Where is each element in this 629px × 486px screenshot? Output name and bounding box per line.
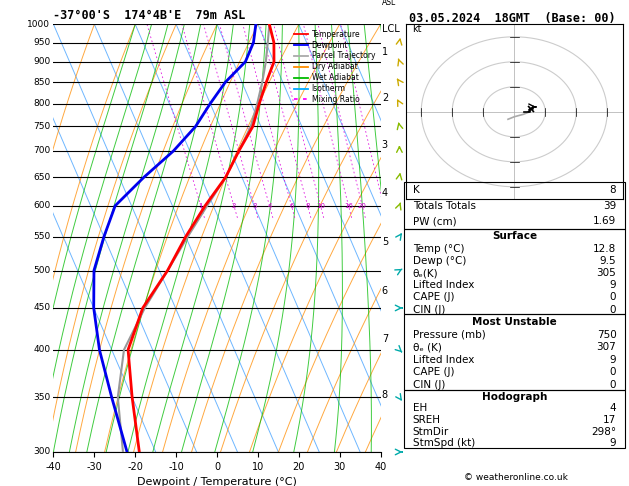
Text: EH: EH [413, 403, 427, 414]
Text: 16: 16 [344, 203, 353, 209]
Text: 300: 300 [33, 448, 50, 456]
Text: © weatheronline.co.uk: © weatheronline.co.uk [464, 473, 568, 482]
Text: 9: 9 [610, 280, 616, 290]
Bar [404, 314, 625, 390]
Text: SREH: SREH [413, 415, 441, 425]
Text: 450: 450 [33, 303, 50, 312]
Text: 750: 750 [597, 330, 616, 340]
Text: StmSpd (kt): StmSpd (kt) [413, 438, 475, 449]
Text: 0: 0 [610, 367, 616, 377]
Text: 4: 4 [267, 203, 272, 209]
Text: Totals Totals: Totals Totals [413, 201, 476, 211]
Text: 950: 950 [33, 38, 50, 47]
Text: Temp (°C): Temp (°C) [413, 243, 464, 254]
Text: 298°: 298° [591, 427, 616, 437]
Text: θₑ (K): θₑ (K) [413, 342, 442, 352]
Text: 500: 500 [33, 266, 50, 275]
Text: 0: 0 [610, 380, 616, 390]
Text: 8: 8 [382, 390, 388, 400]
Text: Hodograph: Hodograph [482, 392, 547, 402]
Text: LCL: LCL [382, 24, 399, 34]
Text: km
ASL: km ASL [382, 0, 396, 7]
Text: 39: 39 [603, 201, 616, 211]
Text: 2: 2 [231, 203, 236, 209]
Text: 850: 850 [33, 78, 50, 87]
Text: 305: 305 [597, 268, 616, 278]
Text: 12.8: 12.8 [593, 243, 616, 254]
Text: CAPE (J): CAPE (J) [413, 367, 454, 377]
Bar [404, 182, 625, 229]
Text: 0: 0 [610, 293, 616, 302]
Text: kt: kt [412, 24, 421, 34]
Text: StmDir: StmDir [413, 427, 449, 437]
Text: 9.5: 9.5 [599, 256, 616, 266]
Text: Pressure (mb): Pressure (mb) [413, 330, 486, 340]
Bar [404, 229, 625, 314]
Text: 1.69: 1.69 [593, 216, 616, 226]
Text: 17: 17 [603, 415, 616, 425]
Text: Dewp (°C): Dewp (°C) [413, 256, 466, 266]
Text: -37°00'S  174°4B'E  79m ASL: -37°00'S 174°4B'E 79m ASL [53, 9, 246, 22]
Text: 800: 800 [33, 99, 50, 108]
Text: 20: 20 [358, 203, 367, 209]
Text: 1000: 1000 [27, 20, 50, 29]
Text: K: K [413, 185, 420, 195]
Text: 550: 550 [33, 232, 50, 241]
Text: 0: 0 [610, 305, 616, 314]
Text: Lifted Index: Lifted Index [413, 355, 474, 364]
Text: 750: 750 [33, 122, 50, 131]
Text: 7: 7 [382, 334, 388, 344]
Text: 400: 400 [33, 345, 50, 354]
X-axis label: Dewpoint / Temperature (°C): Dewpoint / Temperature (°C) [137, 477, 297, 486]
Text: 3: 3 [252, 203, 257, 209]
Text: Most Unstable: Most Unstable [472, 317, 557, 327]
Text: 5: 5 [382, 237, 388, 247]
Bar [404, 390, 625, 448]
Text: CIN (J): CIN (J) [413, 380, 445, 390]
Text: 1: 1 [199, 203, 203, 209]
Text: 6: 6 [289, 203, 294, 209]
Text: 10: 10 [316, 203, 325, 209]
Text: 350: 350 [33, 393, 50, 402]
Text: 6: 6 [382, 286, 388, 296]
Text: 1: 1 [382, 47, 388, 56]
Text: 8: 8 [610, 185, 616, 195]
Text: 307: 307 [597, 342, 616, 352]
Text: 900: 900 [33, 57, 50, 66]
Text: 3: 3 [382, 140, 388, 150]
Text: 9: 9 [610, 355, 616, 364]
Text: PW (cm): PW (cm) [413, 216, 456, 226]
Text: 8: 8 [306, 203, 310, 209]
Text: 9: 9 [610, 438, 616, 449]
Text: CAPE (J): CAPE (J) [413, 293, 454, 302]
Text: CIN (J): CIN (J) [413, 305, 445, 314]
Text: 03.05.2024  18GMT  (Base: 00): 03.05.2024 18GMT (Base: 00) [409, 12, 616, 25]
Text: Lifted Index: Lifted Index [413, 280, 474, 290]
Text: 4: 4 [382, 188, 388, 198]
Text: Surface: Surface [492, 231, 537, 242]
Legend: Temperature, Dewpoint, Parcel Trajectory, Dry Adiabat, Wet Adiabat, Isotherm, Mi: Temperature, Dewpoint, Parcel Trajectory… [292, 28, 377, 105]
Text: 600: 600 [33, 201, 50, 210]
Text: 2: 2 [382, 93, 388, 104]
Text: θₑ(K): θₑ(K) [413, 268, 438, 278]
Text: 700: 700 [33, 146, 50, 156]
Text: 650: 650 [33, 173, 50, 182]
Text: 4: 4 [610, 403, 616, 414]
